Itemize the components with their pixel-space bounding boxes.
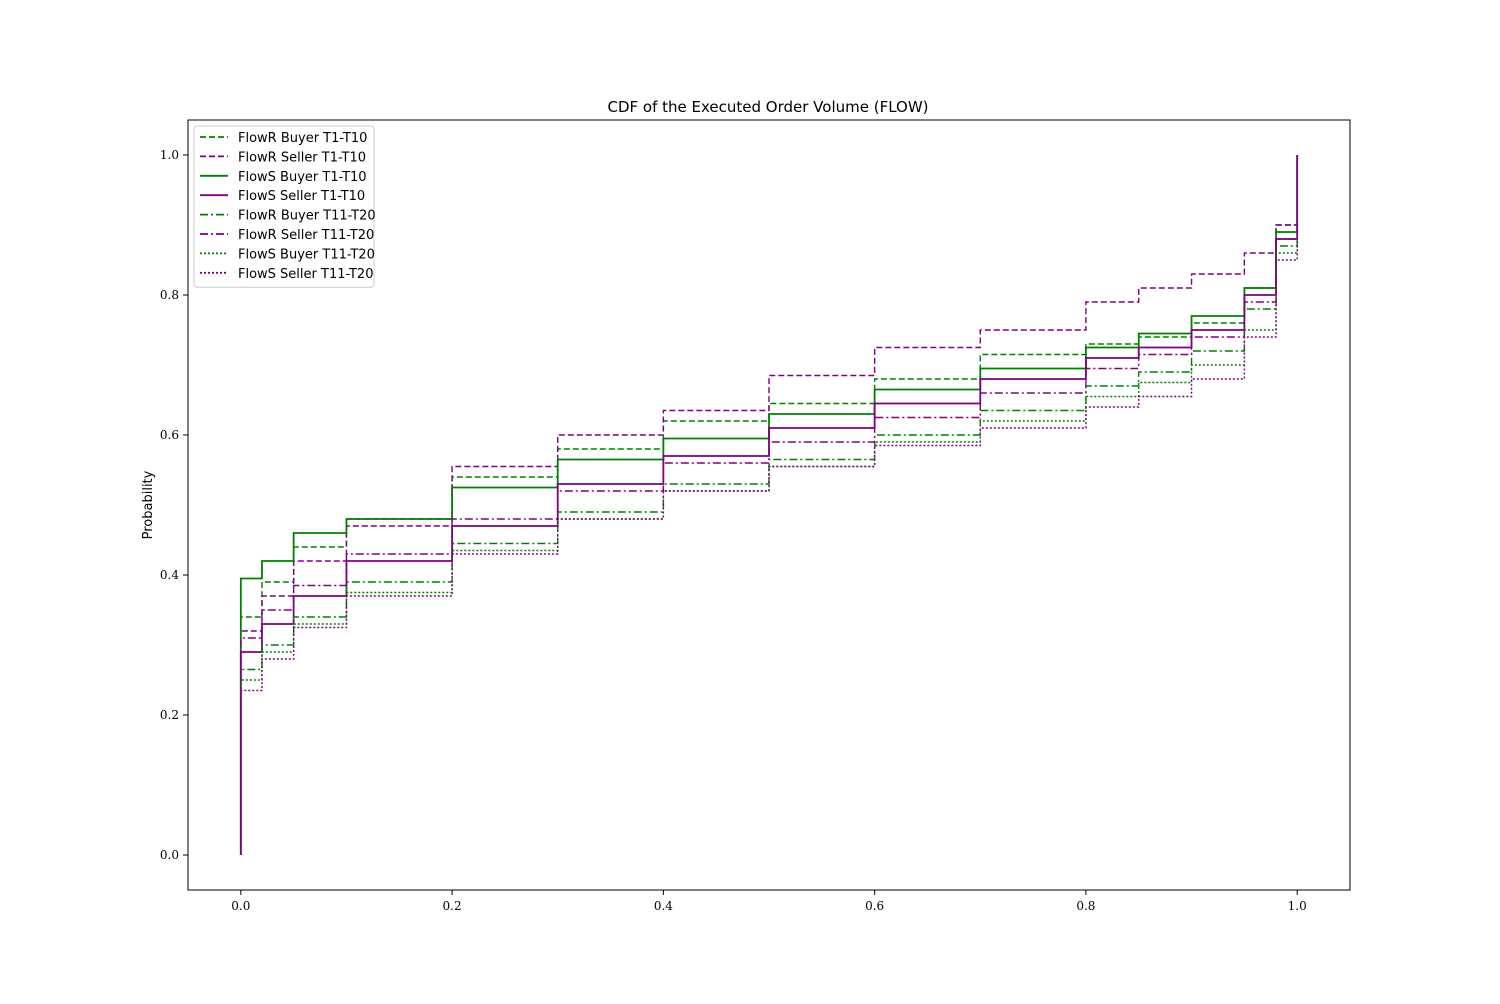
- y-tick-label: 0.6: [160, 428, 179, 442]
- y-tick-label: 0.0: [160, 848, 179, 862]
- series-line-5: [240, 155, 1298, 855]
- series-line-7: [240, 155, 1298, 855]
- legend-label: FlowR Buyer T11-T20: [238, 209, 376, 224]
- chart-title: CDF of the Executed Order Volume (FLOW): [607, 98, 928, 116]
- legend: FlowR Buyer T1-T10 FlowR Seller T1-T10 Flo…: [193, 125, 376, 288]
- legend-label: FlowS Buyer T11-T20: [238, 247, 375, 262]
- y-tick-label: 1.0: [160, 148, 179, 162]
- x-tick-label: 0.8: [1076, 899, 1095, 913]
- legend-label: FlowS Seller T1-T10: [238, 189, 365, 204]
- legend-label: FlowR Buyer T1-T10: [238, 131, 367, 146]
- legend-label: FlowS Seller T11-T20: [238, 267, 373, 282]
- legend-label: FlowR Seller T11-T20: [238, 228, 374, 243]
- legend-label: FlowR Seller T1-T10: [238, 150, 366, 165]
- series-line-3: [239, 155, 1299, 855]
- y-tick-label: 0.2: [160, 708, 179, 722]
- series-line-1: [240, 155, 1298, 855]
- x-tick-label: 0.6: [865, 899, 884, 913]
- y-axis-label: Probability: [141, 470, 156, 539]
- series-line-4: [239, 155, 1299, 855]
- series-line-6: [240, 155, 1298, 855]
- x-tick-label: 0.2: [443, 899, 462, 913]
- plot-frame: [187, 119, 1351, 891]
- legend-label: FlowS Buyer T1-T10: [238, 170, 367, 185]
- series-line-8: [240, 155, 1298, 855]
- x-tick-label: 0.4: [654, 899, 673, 913]
- x-tick-label: 1.0: [1288, 899, 1307, 913]
- ticks-layer: 0.0 0.2 0.4 0.6 0.8 1.0 0.0 0.2 0.4 0.6 0.8 1.0: [160, 148, 1307, 913]
- series-line-2: [240, 155, 1298, 855]
- y-tick-label: 0.8: [160, 288, 179, 302]
- x-tick-label: 0.0: [231, 899, 250, 913]
- legend-frame: [193, 125, 375, 288]
- y-tick-label: 0.4: [160, 568, 179, 582]
- series-layer: [239, 155, 1299, 855]
